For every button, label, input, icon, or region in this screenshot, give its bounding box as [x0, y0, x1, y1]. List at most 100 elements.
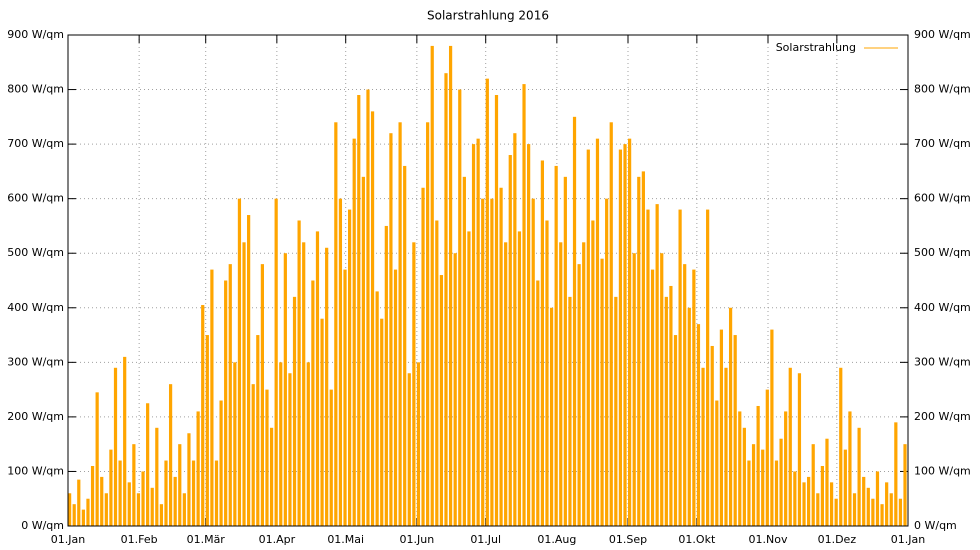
impulse [871, 498, 875, 526]
y-tick-label: 400 W/qm [7, 301, 64, 314]
impulse [600, 258, 604, 526]
impulse [710, 345, 714, 526]
y-tick-label: 300 W/qm [7, 355, 64, 368]
impulse [467, 231, 471, 526]
impulse [742, 427, 746, 526]
impulse [889, 493, 893, 526]
y-tick-label: 500 W/qm [7, 246, 64, 259]
impulse [228, 264, 232, 526]
x-tick-label: 01.Jan [51, 533, 85, 546]
impulse [894, 422, 898, 526]
y2-tick-label: 800 W/qm [914, 83, 971, 96]
impulse [90, 465, 95, 526]
impulse [628, 138, 632, 526]
impulse [788, 367, 792, 526]
impulse [306, 362, 310, 526]
impulse [370, 111, 375, 526]
impulse [471, 144, 476, 526]
impulse [219, 400, 223, 526]
impulse [136, 493, 141, 526]
x-tick-label: 01.Mär [187, 533, 226, 546]
impulse [173, 476, 177, 526]
impulse [348, 209, 352, 527]
chart-title: Solarstrahlung 2016 [427, 9, 549, 23]
impulse [201, 305, 205, 526]
impulse [866, 487, 870, 526]
impulse [568, 296, 572, 526]
impulse [251, 384, 255, 526]
impulse [719, 329, 724, 526]
impulse [646, 209, 650, 527]
impulse [669, 285, 673, 526]
impulse [265, 389, 269, 526]
impulse [380, 318, 384, 526]
y-tick-label: 600 W/qm [7, 192, 64, 205]
impulse [811, 444, 815, 526]
impulse [274, 198, 278, 526]
impulse [885, 482, 889, 526]
impulse [242, 242, 246, 527]
x-tick-label: 01.Nov [749, 533, 788, 546]
impulse [168, 384, 173, 526]
impulse [591, 220, 595, 526]
impulse [765, 389, 769, 526]
impulse [614, 296, 618, 526]
impulse [288, 373, 292, 526]
impulse [338, 198, 343, 526]
impulse [104, 493, 108, 526]
impulse [513, 133, 517, 526]
impulse [582, 242, 586, 527]
impulse [352, 138, 356, 526]
impulse [393, 269, 398, 526]
impulse [224, 280, 228, 526]
y2-tick-label: 200 W/qm [914, 410, 971, 423]
impulse [490, 198, 494, 526]
y-tick-label: 900 W/qm [7, 28, 64, 41]
x-tick-label: 01.Okt [678, 533, 716, 546]
impulse [210, 269, 214, 526]
impulse [485, 78, 489, 527]
impulse [426, 122, 430, 527]
x-tick-label: 01.Jun [400, 533, 435, 546]
x-tick-label: 01.Apr [259, 533, 296, 546]
impulse [650, 269, 655, 526]
x-tick-label: 01.Jul [470, 533, 501, 546]
y2-tick-label: 900 W/qm [914, 28, 971, 41]
x-tick-label: 01.Feb [121, 533, 158, 546]
impulse [389, 133, 393, 526]
impulse [609, 122, 613, 527]
impulse [696, 324, 701, 526]
y-tick-label: 800 W/qm [7, 83, 64, 96]
impulse [678, 209, 682, 527]
impulse [807, 476, 811, 526]
impulse [412, 242, 416, 527]
impulse [279, 362, 283, 526]
impulse [320, 318, 324, 526]
impulse [421, 187, 425, 526]
impulse [416, 362, 421, 526]
impulse [880, 504, 884, 526]
impulse [311, 280, 315, 526]
impulse [187, 433, 191, 526]
impulse [95, 392, 99, 526]
impulse [632, 253, 636, 526]
impulse [536, 280, 540, 526]
impulse [848, 411, 852, 526]
impulse [458, 89, 462, 527]
impulse [398, 122, 402, 527]
impulse [357, 95, 361, 526]
impulse [100, 476, 104, 526]
impulse [829, 482, 834, 526]
impulse [687, 307, 691, 526]
impulse [384, 225, 388, 526]
impulse [403, 165, 407, 526]
x-tick-label: 01.Aug [537, 533, 576, 546]
impulse [820, 465, 824, 526]
impulse [595, 138, 600, 526]
impulse [733, 335, 737, 526]
impulse [839, 367, 843, 526]
impulse [825, 438, 829, 526]
impulse [545, 220, 549, 526]
impulse [774, 460, 779, 526]
